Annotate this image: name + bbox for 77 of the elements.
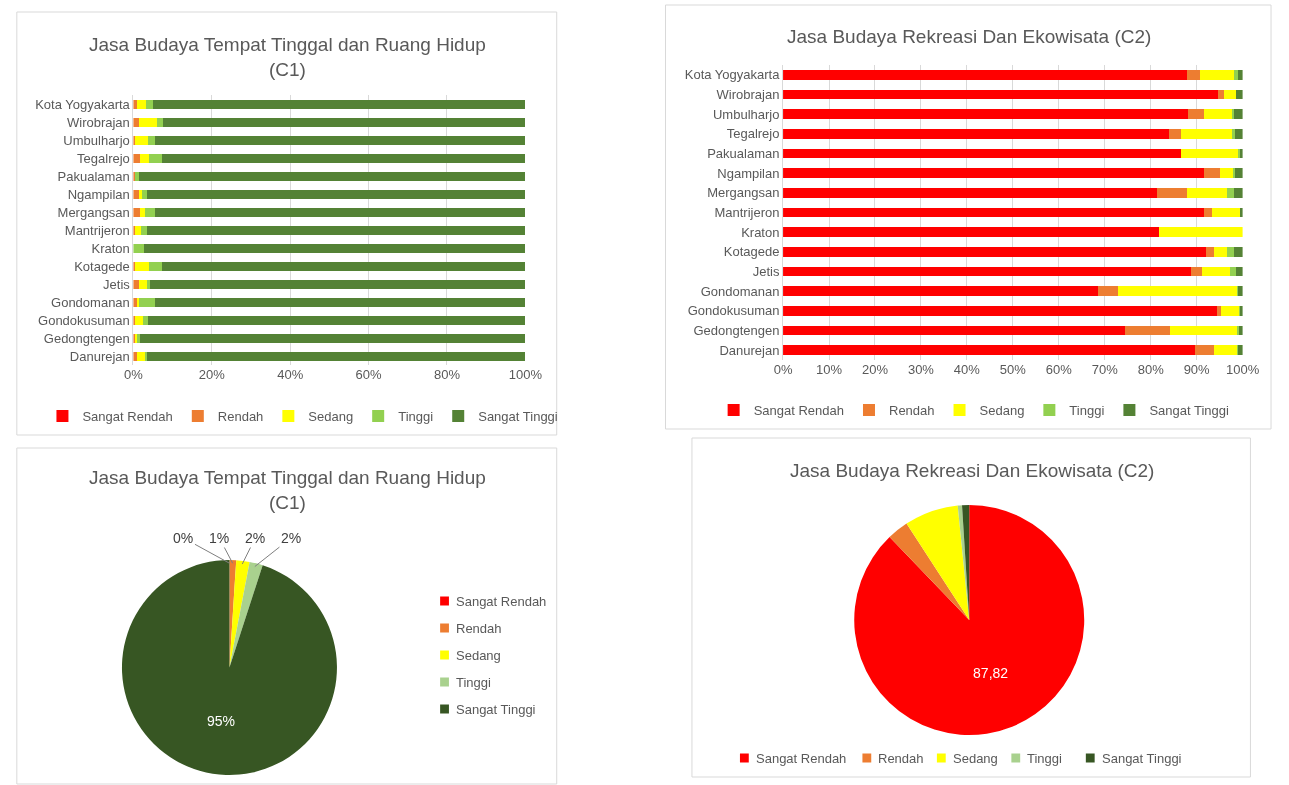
chart-title: Jasa Budaya Tempat Tinggal dan Ruang Hidup (C1) <box>89 467 486 513</box>
y-tick-label: Gedongtengen <box>43 330 130 346</box>
y-tick-label: Ngampilan <box>717 165 780 181</box>
legend-label: Sangat Rendah <box>82 409 173 425</box>
data-label: 2% <box>245 530 266 546</box>
legend-label: Sangat Tinggi <box>478 409 558 425</box>
y-tick-label: Kota Yogyakarta <box>35 96 131 112</box>
legend-label: Tinggi <box>456 675 492 690</box>
legend-label: Sangat Rendah <box>456 594 547 609</box>
x-tick-label: 60% <box>355 367 383 382</box>
x-tick-label: 100% <box>508 367 543 382</box>
x-tick-label: 0% <box>773 362 793 377</box>
y-tick-label: Mantrijeron <box>64 222 130 238</box>
y-tick-label: Jetis <box>103 276 131 292</box>
x-tick-label: 20% <box>198 367 226 382</box>
x-tick-label: 50% <box>999 362 1027 377</box>
y-tick-label: Danurejan <box>69 348 130 364</box>
y-tick-label: Mantrijeron <box>714 205 780 221</box>
legend-label: Tinggi <box>1069 403 1105 419</box>
y-tick-label: Gondomanan <box>51 294 130 310</box>
y-tick-label: Tegalrejo <box>77 150 130 166</box>
data-label: 1% <box>209 530 230 546</box>
x-tick-label: 40% <box>953 362 981 377</box>
legend-label: Tinggi <box>1027 751 1063 766</box>
legend-label: Sedang <box>308 409 354 425</box>
x-tick-label: 30% <box>907 362 935 377</box>
x-tick-label: 80% <box>1137 362 1165 377</box>
y-tick-label: Gondomanan <box>700 283 780 299</box>
y-tick-label: Gondokusuman <box>38 312 130 328</box>
y-tick-label: Kota Yogyakarta <box>684 67 781 83</box>
legend-label: Sangat Tinggi <box>456 702 536 717</box>
legend-label: Sedang <box>953 751 998 766</box>
y-tick-label: Mergangsan <box>707 185 780 201</box>
x-tick-label: 40% <box>277 367 304 382</box>
y-tick-label: Tegalrejo <box>726 126 780 142</box>
data-label: 2% <box>281 530 302 546</box>
legend-label: Rendah <box>456 621 502 636</box>
legend-label: Sedang <box>456 648 501 663</box>
x-tick-label: 60% <box>1045 362 1073 377</box>
data-label: 95% <box>207 712 236 729</box>
legend-label: Rendah <box>878 751 924 766</box>
y-tick-label: Pakualaman <box>707 146 780 162</box>
y-tick-label: Umbulharjo <box>63 132 130 148</box>
y-tick-label: Kraton <box>741 224 780 240</box>
chart-title: Jasa Budaya Rekreasi Dan Ekowisata (C2) <box>787 26 1152 47</box>
y-tick-label: Jetis <box>752 264 780 280</box>
legend-label: Sedang <box>979 403 1025 419</box>
x-tick-label: 0% <box>124 367 144 382</box>
x-tick-label: 10% <box>816 362 843 377</box>
y-tick-label: Danurejan <box>719 342 780 358</box>
x-tick-label: 80% <box>433 367 461 382</box>
y-tick-label: Pakualaman <box>57 168 130 184</box>
legend-label: Sangat Tinggi <box>1149 403 1230 419</box>
legend-label: Sangat Tinggi <box>1102 751 1182 766</box>
x-tick-label: 20% <box>861 362 889 377</box>
chart-title: Jasa Budaya Tempat Tinggal dan Ruang Hidup (C1) <box>89 34 486 80</box>
data-label: 87,82 <box>973 665 1009 682</box>
y-tick-label: Kotagede <box>74 258 130 274</box>
x-tick-label: 100% <box>1225 362 1260 377</box>
y-tick-label: Ngampilan <box>67 186 130 202</box>
chart-title: Jasa Budaya Rekreasi Dan Ekowisata (C2) <box>790 460 1155 481</box>
legend-label: Sangat Rendah <box>756 751 847 766</box>
legend-label: Tinggi <box>398 409 434 425</box>
legend-label: Sangat Rendah <box>753 403 844 419</box>
y-tick-label: Wirobrajan <box>716 87 780 103</box>
y-tick-label: Wirobrajan <box>66 114 130 130</box>
text: 0% <box>173 530 194 546</box>
x-tick-label: 70% <box>1091 362 1119 377</box>
y-tick-label: Umbulharjo <box>712 106 780 122</box>
legend-label: Rendah <box>217 409 264 425</box>
y-tick-label: Kraton <box>91 240 130 256</box>
x-tick-label: 90% <box>1183 362 1211 377</box>
y-tick-label: Gondokusuman <box>687 303 780 319</box>
legend-label: Rendah <box>888 403 935 419</box>
y-tick-label: Gedongtengen <box>693 323 780 339</box>
y-tick-label: Kotagede <box>723 244 780 260</box>
y-tick-label: Mergangsan <box>57 204 130 220</box>
